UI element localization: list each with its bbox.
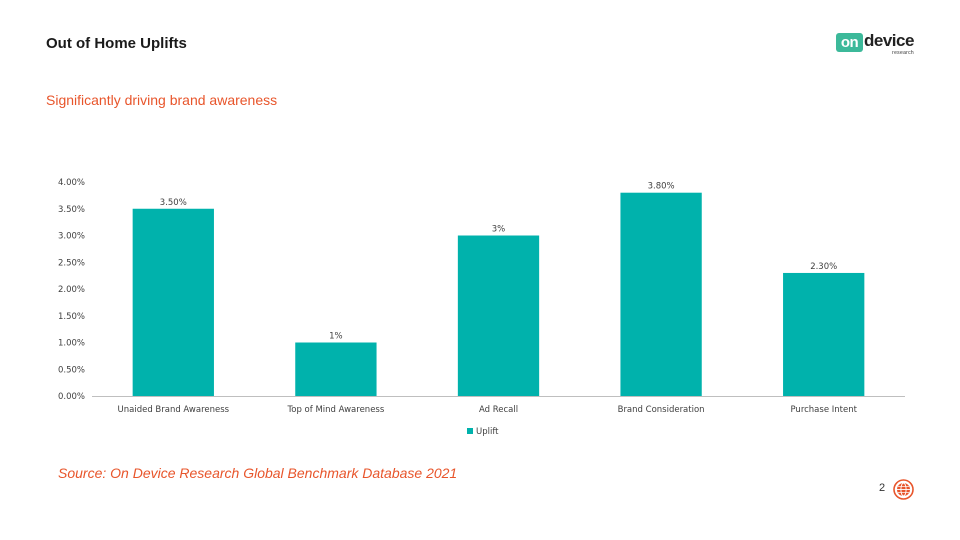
bar	[132, 208, 214, 396]
uplift-bar-chart: 0.00% 0.50% 1.00% 1.50% 2.00% 2.50% 3.00% 3.50%…	[58, 178, 905, 437]
x-tick-label: Brand Consideration	[618, 405, 705, 415]
bar	[783, 272, 865, 396]
bar	[620, 192, 702, 396]
legend-label: Uplift	[476, 427, 499, 437]
y-tick-label: 0.50%	[58, 365, 85, 375]
bar-data-label: 2.30%	[810, 262, 837, 272]
y-tick-label: 2.50%	[58, 258, 85, 268]
y-tick-label: 2.00%	[58, 285, 85, 295]
x-tick-label: Unaided Brand Awareness	[118, 405, 230, 415]
chart-legend: Uplift	[467, 427, 499, 437]
y-tick-label: 1.00%	[58, 339, 85, 349]
y-tick-label: 3.00%	[58, 232, 85, 242]
x-tick-label: Purchase Intent	[790, 405, 857, 415]
bar	[295, 342, 377, 396]
y-tick-label: 1.50%	[58, 312, 85, 322]
x-tick-label: Top of Mind Awareness	[287, 405, 385, 415]
y-axis-ticks: 0.00% 0.50% 1.00% 1.50% 2.00% 2.50% 3.00% 3.50%…	[58, 178, 85, 402]
bar-data-label: 3.50%	[160, 198, 187, 208]
x-axis-labels: Unaided Brand Awareness Top of Mind Aware…	[118, 405, 858, 415]
slide-subtitle: Significantly driving brand awareness	[46, 92, 278, 108]
logo-subtext: research	[892, 50, 914, 56]
bar-data-label: 3%	[492, 225, 506, 235]
legend-swatch	[467, 428, 473, 434]
bar-data-label: 3.80%	[648, 182, 675, 192]
page-number: 2	[879, 482, 886, 494]
source-note: Source: On Device Research Global Benchm…	[58, 465, 458, 481]
bar-data-labels: 3.50% 1% 3% 3.80% 2.30%	[160, 182, 837, 342]
logo-mark: on	[836, 33, 863, 52]
bar	[457, 235, 540, 396]
bar-data-label: 1%	[329, 332, 343, 342]
on-device-logo: on device research	[836, 31, 916, 57]
y-tick-label: 0.00%	[58, 392, 85, 402]
slide-title: Out of Home Uplifts	[46, 35, 187, 52]
bars	[132, 192, 865, 396]
globe-icon	[893, 479, 914, 500]
y-tick-label: 3.50%	[58, 205, 85, 215]
logo-word: device	[864, 31, 914, 50]
y-tick-label: 4.00%	[58, 178, 85, 188]
x-tick-label: Ad Recall	[479, 405, 518, 415]
